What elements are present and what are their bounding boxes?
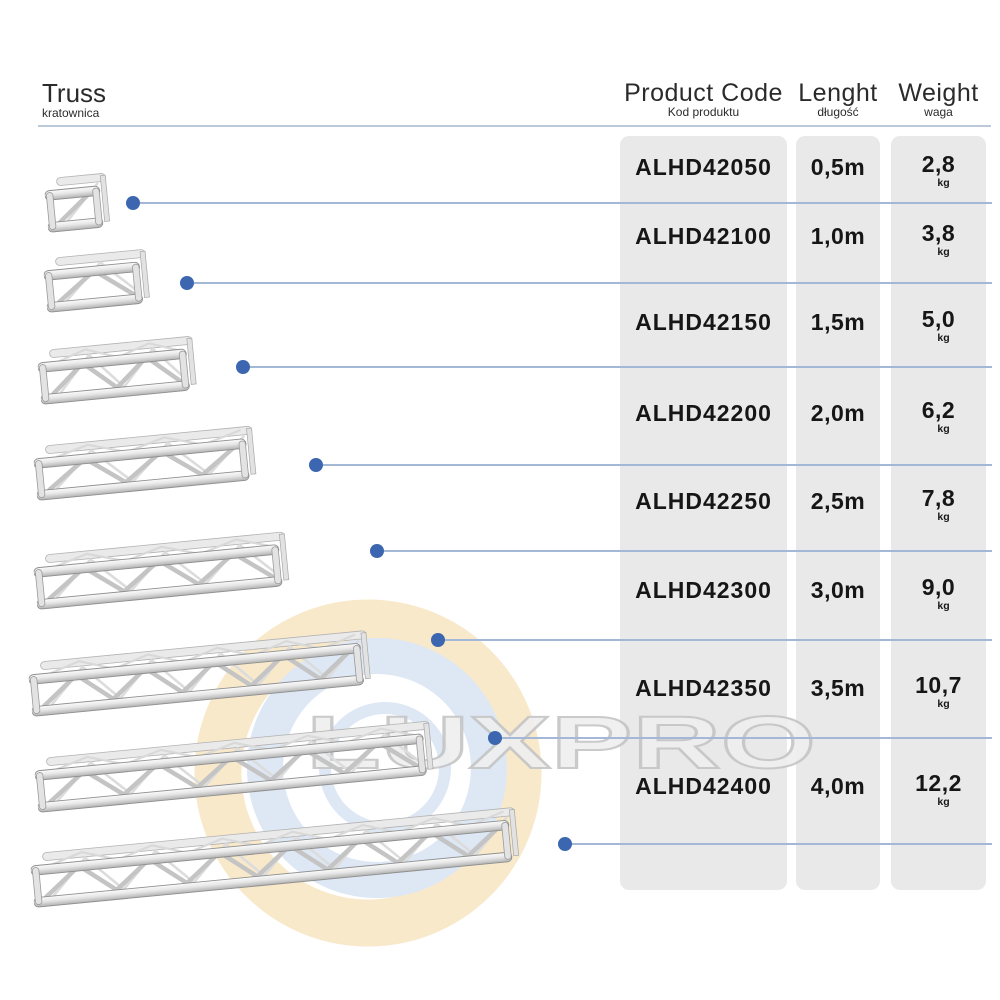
weight-cell: 3,8 kg (891, 221, 986, 258)
connector-dot (558, 837, 572, 851)
column-header-subtitle: długość (817, 105, 859, 119)
connector-line (193, 282, 992, 284)
column-header-length: Lenght długość (796, 80, 880, 119)
connector-line (383, 550, 992, 552)
weight-cell: 9,0 kg (891, 575, 986, 612)
column-header-title: Lenght (798, 79, 878, 107)
table-column-weight (891, 136, 986, 890)
length-cell: 1,5m (810, 309, 866, 335)
connector-dot (370, 544, 384, 558)
sheet-title-text: Truss (42, 78, 107, 108)
connector-dot (309, 458, 323, 472)
connector-line (322, 464, 992, 466)
truss-render-0,5m (43, 172, 112, 236)
product-code-cell: ALHD42150 (635, 309, 772, 335)
weight-cell: 5,0 kg (891, 307, 986, 344)
weight-cell: 7,8 kg (891, 486, 986, 523)
weight-cell: 2,8 kg (891, 152, 986, 189)
weight-cell: 12,2 kg (891, 771, 986, 808)
sheet-title: Truss kratownica (42, 80, 106, 120)
column-header-title: Product Code (624, 79, 783, 107)
length-cell: 1,0m (810, 223, 866, 249)
length-cell: 3,5m (810, 675, 866, 701)
watermark-text: LUXPRO (306, 701, 816, 784)
weight-value: 5,0 (921, 306, 956, 332)
weight-unit: kg (937, 796, 950, 808)
header-divider (38, 125, 991, 127)
sheet-subtitle-text: kratownica (42, 106, 100, 120)
weight-unit: kg (937, 423, 950, 435)
column-header-subtitle: Kod produktu (667, 105, 740, 119)
truss-render-1,5m (36, 335, 199, 408)
luxpro-watermark-text: LUXPRO (305, 700, 817, 785)
truss-render-1,0m (42, 248, 152, 316)
connector-line (139, 202, 992, 204)
connector-line (444, 639, 992, 641)
column-header-subtitle: waga (924, 105, 953, 119)
length-cell: 2,5m (810, 488, 866, 514)
truss-render-4,0m (29, 806, 521, 911)
weight-unit: kg (937, 698, 950, 710)
connector-line (571, 843, 992, 845)
product-code-cell: ALHD42350 (635, 675, 772, 701)
connector-line (249, 366, 992, 368)
column-header-title: Weight (898, 79, 979, 107)
weight-value: 12,2 (915, 770, 962, 796)
weight-value: 7,8 (921, 485, 956, 511)
weight-value: 10,7 (915, 672, 962, 698)
column-header-product-code: Product Code Kod produktu (620, 80, 787, 119)
connector-dot (126, 196, 140, 210)
length-cell: 0,5m (810, 154, 866, 180)
weight-cell: 10,7 kg (891, 673, 986, 710)
weight-unit: kg (937, 246, 950, 258)
weight-cell: 6,2 kg (891, 398, 986, 435)
truss-render-2,0m (32, 425, 259, 504)
connector-dot (180, 276, 194, 290)
column-header-weight: Weight waga (891, 80, 986, 119)
weight-unit: kg (937, 600, 950, 612)
product-code-cell: ALHD42100 (635, 223, 772, 249)
length-cell: 3,0m (810, 577, 866, 603)
connector-dot (431, 633, 445, 647)
weight-value: 3,8 (921, 220, 956, 246)
product-code-cell: ALHD42200 (635, 400, 772, 426)
weight-unit: kg (937, 177, 950, 189)
length-cell: 2,0m (810, 400, 866, 426)
weight-unit: kg (937, 511, 950, 523)
product-code-cell: ALHD42300 (635, 577, 772, 603)
product-code-cell: ALHD42250 (635, 488, 772, 514)
weight-value: 6,2 (921, 397, 956, 423)
weight-value: 9,0 (921, 574, 956, 600)
product-code-cell: ALHD42050 (635, 154, 772, 180)
connector-dot (236, 360, 250, 374)
weight-unit: kg (937, 332, 950, 344)
weight-value: 2,8 (921, 151, 956, 177)
truss-render-2,5m (32, 531, 291, 613)
